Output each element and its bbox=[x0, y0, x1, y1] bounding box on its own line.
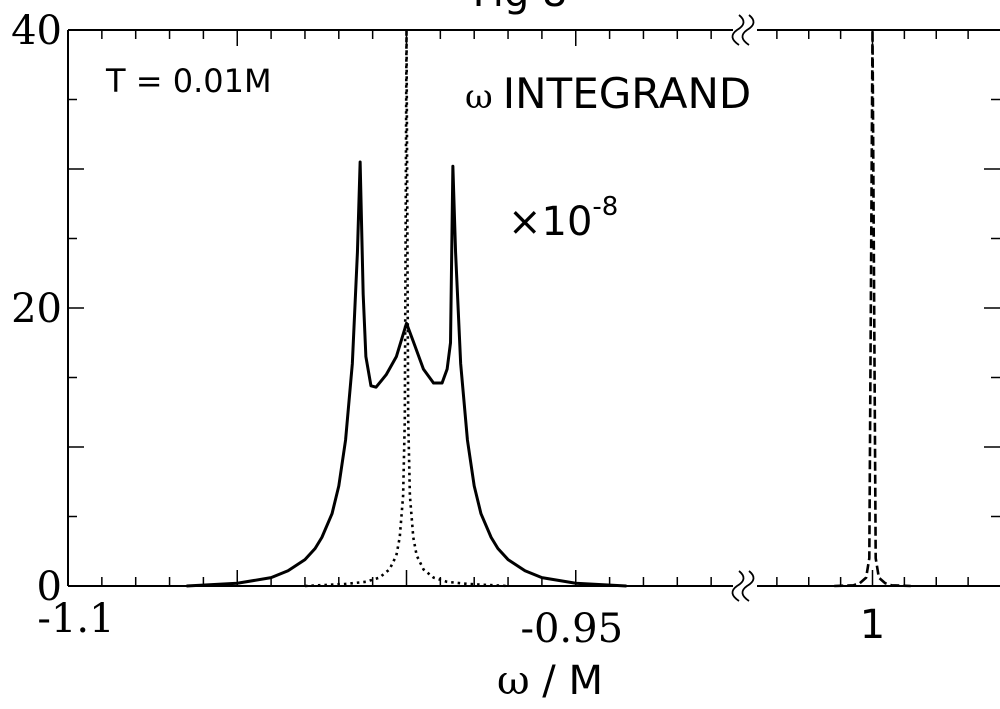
y-tick-label-20: 20 bbox=[11, 286, 62, 332]
axis-break-bottom-left bbox=[731, 570, 745, 602]
axis-break-bottom-right bbox=[741, 570, 755, 602]
axis-ticks bbox=[67, 29, 1000, 587]
scale-factor-annotation: ×10-8 bbox=[508, 192, 618, 245]
chart-title: Fig 8 bbox=[473, 0, 568, 16]
axis-break-top-left bbox=[731, 14, 745, 46]
series-line-dotted bbox=[304, 28, 509, 588]
x-axis-title-rest: / M bbox=[530, 658, 603, 704]
x-tick-label-minus-1-1: -1.1 bbox=[37, 596, 114, 642]
y-tick-label-40: 40 bbox=[11, 8, 62, 54]
x-tick-label-minus-0-95: -0.95 bbox=[520, 606, 623, 652]
integrand-symbol: ω bbox=[465, 77, 493, 117]
axis-break-marks bbox=[731, 14, 757, 602]
x-tick-label-1: 1 bbox=[860, 602, 885, 648]
series-layer bbox=[186, 28, 911, 588]
y-tick-label-0: 0 bbox=[37, 564, 62, 610]
integrand-annotation: ω INTEGRAND bbox=[465, 69, 751, 118]
scale-factor-prefix: ×10 bbox=[508, 199, 592, 245]
x-axis-title: ω / M bbox=[497, 658, 603, 704]
axis-break-top-right bbox=[741, 14, 755, 46]
x-axis-title-symbol: ω bbox=[497, 658, 530, 704]
series-line-dashed bbox=[834, 28, 911, 588]
integrand-text: INTEGRAND bbox=[503, 69, 752, 118]
temperature-annotation: T = 0.01M bbox=[105, 62, 272, 100]
scale-factor-exponent: -8 bbox=[592, 192, 618, 222]
